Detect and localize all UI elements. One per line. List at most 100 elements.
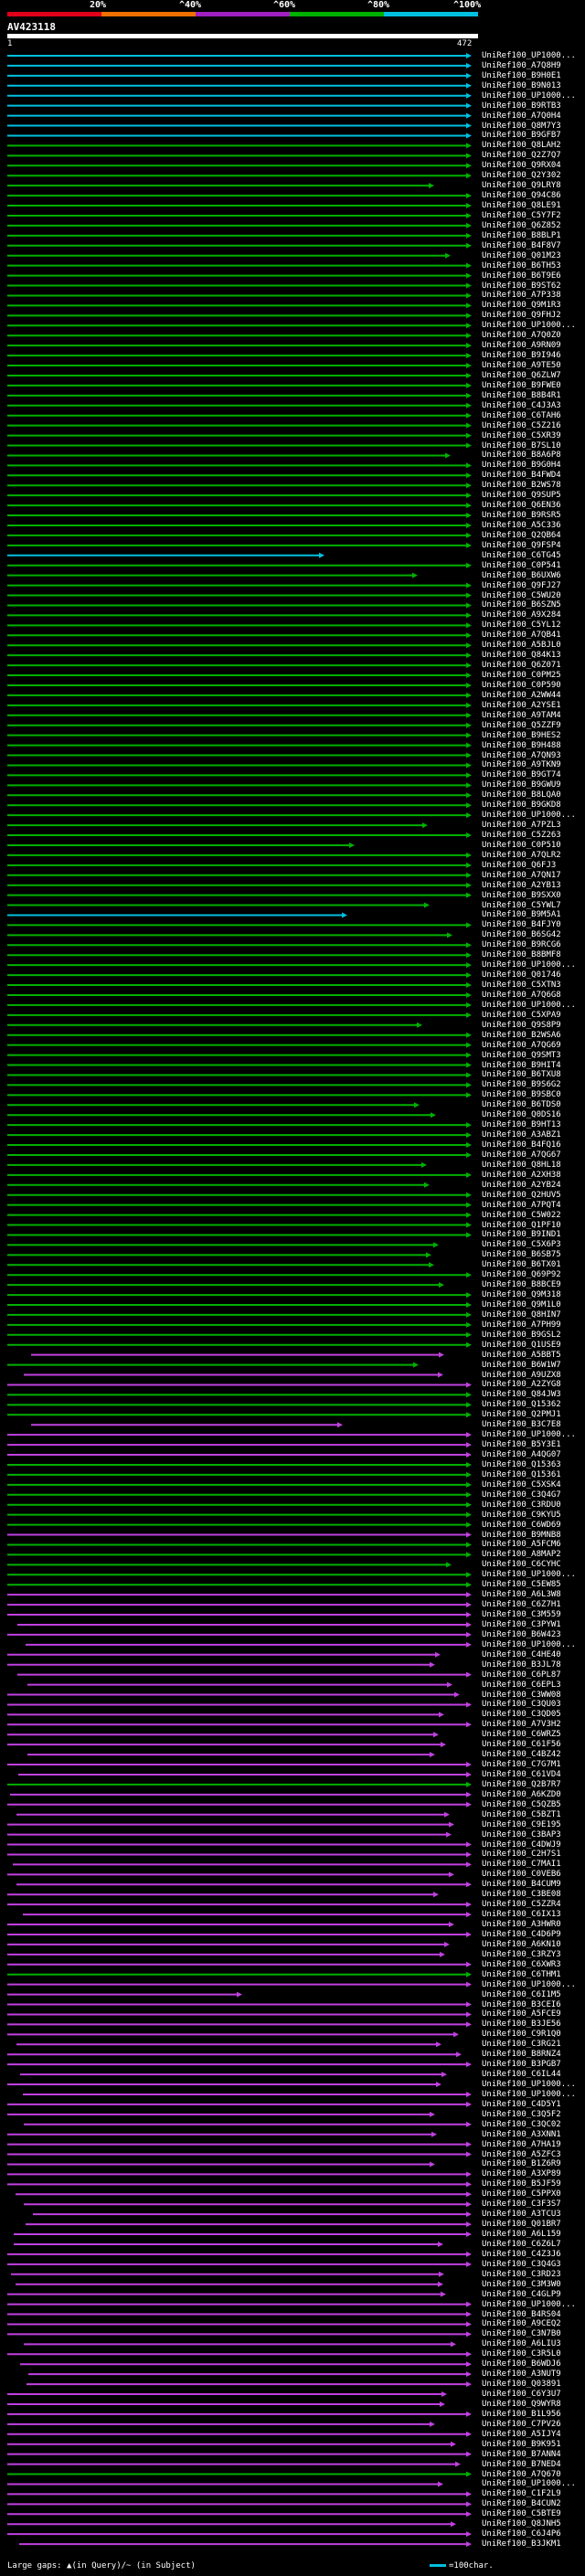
hit-label[interactable]: UniRef100_A7Q670 bbox=[482, 2469, 561, 2479]
hit-label[interactable]: UniRef100_B6WDJ6 bbox=[482, 2359, 561, 2369]
hit-label[interactable]: UniRef100_Q9SUP5 bbox=[482, 491, 561, 501]
hit-label[interactable]: UniRef100_A7HA19 bbox=[482, 2139, 561, 2149]
hit-label[interactable]: UniRef100_A7PH99 bbox=[482, 1320, 561, 1330]
hit-label[interactable]: UniRef100_C6J4P6 bbox=[482, 2529, 561, 2539]
hit-label[interactable]: UniRef100_C6CYHC bbox=[482, 1560, 561, 1570]
hit-label[interactable]: UniRef100_A7Q8H9 bbox=[482, 60, 561, 70]
hit-label[interactable]: UniRef100_C0P590 bbox=[482, 680, 561, 690]
hit-label[interactable]: UniRef100_B9K951 bbox=[482, 2439, 561, 2449]
hit-label[interactable]: UniRef100_C3QU03 bbox=[482, 1700, 561, 1710]
hit-label[interactable]: UniRef100_Q8HL18 bbox=[482, 1160, 561, 1170]
hit-label[interactable]: UniRef100_UP1000... bbox=[482, 1000, 576, 1010]
hit-label[interactable]: UniRef100_A2WW44 bbox=[482, 690, 561, 700]
hit-label[interactable]: UniRef100_UP1000... bbox=[482, 2479, 576, 2489]
hit-label[interactable]: UniRef100_Q5ZZF9 bbox=[482, 720, 561, 730]
hit-label[interactable]: UniRef100_C5PPX0 bbox=[482, 2189, 561, 2200]
hit-label[interactable]: UniRef100_C7MAI1 bbox=[482, 1860, 561, 1870]
hit-label[interactable]: UniRef100_A7QB41 bbox=[482, 631, 561, 641]
hit-label[interactable]: UniRef100_C0P541 bbox=[482, 560, 561, 570]
hit-label[interactable]: UniRef100_C5YWL7 bbox=[482, 900, 561, 910]
hit-label[interactable]: UniRef100_C3WW08 bbox=[482, 1690, 561, 1700]
hit-label[interactable]: UniRef100_A5C336 bbox=[482, 520, 561, 530]
hit-label[interactable]: UniRef100_B6TX01 bbox=[482, 1260, 561, 1270]
hit-label[interactable]: UniRef100_Q8M7Y3 bbox=[482, 121, 561, 131]
hit-label[interactable]: UniRef100_Q01BR7 bbox=[482, 2220, 561, 2230]
hit-label[interactable]: UniRef100_B4FQ16 bbox=[482, 1140, 561, 1150]
hit-label[interactable]: UniRef100_B9H0E1 bbox=[482, 70, 561, 80]
hit-label[interactable]: UniRef100_C3BAP3 bbox=[482, 1829, 561, 1839]
hit-label[interactable]: UniRef100_C3RD23 bbox=[482, 2269, 561, 2279]
hit-label[interactable]: UniRef100_B4FJY0 bbox=[482, 920, 561, 930]
hit-label[interactable]: UniRef100_Q8LE91 bbox=[482, 201, 561, 211]
hit-label[interactable]: UniRef100_B6SZN5 bbox=[482, 600, 561, 610]
hit-label[interactable]: UniRef100_B9HIT4 bbox=[482, 1060, 561, 1070]
hit-label[interactable]: UniRef100_C7PV26 bbox=[482, 2419, 561, 2429]
hit-label[interactable]: UniRef100_B9N013 bbox=[482, 80, 561, 90]
hit-label[interactable]: UniRef100_A5BBT5 bbox=[482, 1350, 561, 1360]
hit-label[interactable]: UniRef100_B8BCE9 bbox=[482, 1280, 561, 1290]
hit-label[interactable]: UniRef100_UP1000... bbox=[482, 1979, 576, 1989]
hit-label[interactable]: UniRef100_C1F2L9 bbox=[482, 2489, 561, 2499]
hit-label[interactable]: UniRef100_Q2PMJ1 bbox=[482, 1410, 561, 1420]
hit-label[interactable]: UniRef100_C4DWJ9 bbox=[482, 1839, 561, 1850]
hit-label[interactable]: UniRef100_B9GKD8 bbox=[482, 800, 561, 811]
hit-label[interactable]: UniRef100_A6KZD0 bbox=[482, 1789, 561, 1799]
hit-label[interactable]: UniRef100_A3XNN1 bbox=[482, 2129, 561, 2139]
hit-label[interactable]: UniRef100_B9HT13 bbox=[482, 1120, 561, 1130]
hit-label[interactable]: UniRef100_A2YSE1 bbox=[482, 700, 561, 710]
hit-label[interactable]: UniRef100_C5Z263 bbox=[482, 831, 561, 840]
hit-label[interactable]: UniRef100_Q01746 bbox=[482, 970, 561, 981]
hit-label[interactable]: UniRef100_C5BTE9 bbox=[482, 2509, 561, 2519]
hit-label[interactable]: UniRef100_A2YB24 bbox=[482, 1180, 561, 1190]
hit-label[interactable]: UniRef100_B6TXU8 bbox=[482, 1070, 561, 1080]
hit-label[interactable]: UniRef100_B9H488 bbox=[482, 740, 561, 750]
hit-label[interactable]: UniRef100_C3QD05 bbox=[482, 1710, 561, 1720]
hit-label[interactable]: UniRef100_B9S6G2 bbox=[482, 1080, 561, 1090]
hit-label[interactable]: UniRef100_UP1000... bbox=[482, 811, 576, 821]
hit-label[interactable]: UniRef100_Q6EN36 bbox=[482, 501, 561, 511]
hit-label[interactable]: UniRef100_B9SXX0 bbox=[482, 890, 561, 900]
hit-label[interactable]: UniRef100_B7ANN4 bbox=[482, 2449, 561, 2459]
hit-label[interactable]: UniRef100_B6SB75 bbox=[482, 1250, 561, 1260]
hit-label[interactable]: UniRef100_C5QZB5 bbox=[482, 1799, 561, 1809]
hit-label[interactable]: UniRef100_C6Y3U7 bbox=[482, 2390, 561, 2400]
hit-label[interactable]: UniRef100_C5Y7F2 bbox=[482, 210, 561, 220]
hit-label[interactable]: UniRef100_B6TH53 bbox=[482, 260, 561, 270]
hit-label[interactable]: UniRef100_C4BZ42 bbox=[482, 1750, 561, 1760]
hit-label[interactable]: UniRef100_B4F8V7 bbox=[482, 240, 561, 250]
hit-label[interactable]: UniRef100_Q9LRY8 bbox=[482, 181, 561, 191]
hit-label[interactable]: UniRef100_C3RDU0 bbox=[482, 1500, 561, 1510]
hit-label[interactable]: UniRef100_C61F56 bbox=[482, 1740, 561, 1750]
hit-label[interactable]: UniRef100_A9RN09 bbox=[482, 341, 561, 351]
hit-label[interactable]: UniRef100_C9KYU5 bbox=[482, 1510, 561, 1520]
hit-label[interactable]: UniRef100_B3JL78 bbox=[482, 1659, 561, 1670]
hit-label[interactable]: UniRef100_C6TAH6 bbox=[482, 410, 561, 420]
hit-label[interactable]: UniRef100_B9RTB3 bbox=[482, 101, 561, 111]
hit-label[interactable]: UniRef100_C9E195 bbox=[482, 1819, 561, 1829]
hit-label[interactable]: UniRef100_C5XPA9 bbox=[482, 1010, 561, 1020]
hit-label[interactable]: UniRef100_B3C7E8 bbox=[482, 1420, 561, 1430]
hit-label[interactable]: UniRef100_B9I946 bbox=[482, 351, 561, 361]
hit-label[interactable]: UniRef100_A6LIU3 bbox=[482, 2339, 561, 2349]
hit-label[interactable]: UniRef100_A9TE50 bbox=[482, 361, 561, 371]
hit-label[interactable]: UniRef100_B8A6P8 bbox=[482, 451, 561, 461]
hit-label[interactable]: UniRef100_C7G7M1 bbox=[482, 1760, 561, 1770]
hit-label[interactable]: UniRef100_A3NUT9 bbox=[482, 2369, 561, 2380]
hit-label[interactable]: UniRef100_B8BMF8 bbox=[482, 950, 561, 960]
hit-label[interactable]: UniRef100_C5XR39 bbox=[482, 430, 561, 440]
hit-label[interactable]: UniRef100_B5JF59 bbox=[482, 2179, 561, 2189]
hit-label[interactable]: UniRef100_B9FWE0 bbox=[482, 380, 561, 390]
hit-label[interactable]: UniRef100_A3ABZ1 bbox=[482, 1130, 561, 1140]
hit-label[interactable]: UniRef100_C6THM1 bbox=[482, 1969, 561, 1979]
hit-label[interactable]: UniRef100_B6TDS0 bbox=[482, 1100, 561, 1110]
hit-label[interactable]: UniRef100_Q8LAH2 bbox=[482, 141, 561, 151]
hit-label[interactable]: UniRef100_C3Q5F2 bbox=[482, 2109, 561, 2119]
hit-label[interactable]: UniRef100_C4J3A3 bbox=[482, 400, 561, 410]
hit-label[interactable]: UniRef100_B2WSA6 bbox=[482, 1030, 561, 1040]
hit-label[interactable]: UniRef100_Q9WYR8 bbox=[482, 2399, 561, 2409]
hit-label[interactable]: UniRef100_Q0DS16 bbox=[482, 1110, 561, 1120]
hit-label[interactable]: UniRef100_Q9RX04 bbox=[482, 161, 561, 171]
hit-label[interactable]: UniRef100_A7QN93 bbox=[482, 750, 561, 760]
hit-label[interactable]: UniRef100_Q15363 bbox=[482, 1459, 561, 1469]
hit-label[interactable]: UniRef100_B6T9E6 bbox=[482, 270, 561, 281]
